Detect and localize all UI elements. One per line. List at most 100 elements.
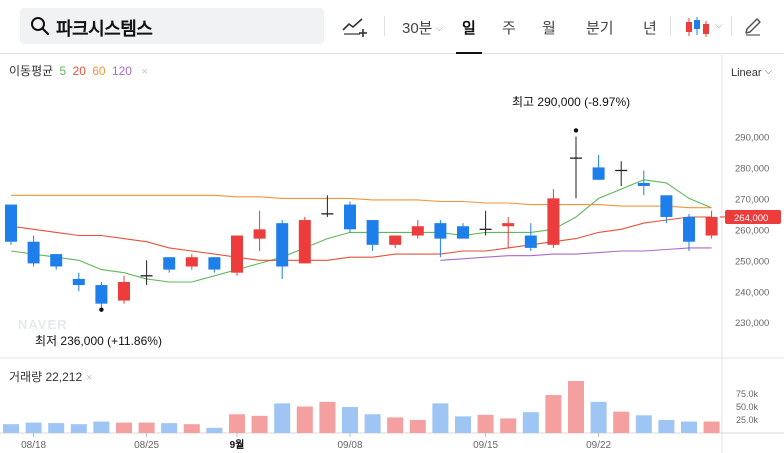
price-tick-label: 240,000 (735, 287, 769, 298)
active-tab-indicator (456, 52, 482, 54)
date-tick-label: 09/22 (586, 440, 611, 451)
candle[interactable] (479, 210, 492, 236)
date-tick-label: 09/08 (337, 440, 362, 451)
candle-body (592, 167, 605, 180)
candle-body (163, 257, 176, 270)
candle[interactable] (118, 275, 130, 304)
volume-bar (48, 423, 65, 433)
volume-bar (161, 423, 178, 433)
price-tick-label: 230,000 (735, 318, 769, 329)
period-tab-label: 일 (462, 20, 476, 37)
candle[interactable] (547, 189, 560, 248)
candle-body (298, 220, 311, 264)
volume-bar (387, 417, 404, 433)
candle[interactable] (660, 195, 673, 224)
chevron-down-icon[interactable]: ⌵ (715, 20, 723, 31)
volume-legend: 거래량 22,212 × (9, 368, 93, 385)
date-tick-label: 08/25 (134, 440, 159, 451)
pencil-icon[interactable] (743, 16, 763, 36)
candle[interactable] (321, 195, 334, 217)
compare-chart-icon[interactable] (340, 14, 368, 38)
search-icon[interactable] (30, 16, 50, 36)
candle-body (502, 223, 515, 227)
candle[interactable] (185, 254, 198, 270)
candle[interactable] (163, 257, 176, 273)
chart-type-candle-icon[interactable] (684, 15, 710, 39)
volume-bar (635, 415, 652, 433)
candle-body (208, 257, 221, 270)
candle-body (72, 278, 85, 286)
volume-bar (229, 414, 245, 433)
price-tick-label: 270,000 (735, 194, 769, 205)
candle[interactable] (27, 235, 40, 267)
date-tick-label: 08/18 (21, 440, 46, 451)
ma-legend-120[interactable]: 120 (111, 64, 132, 78)
candle[interactable] (366, 220, 379, 252)
period-tab-quarter[interactable]: 분기 (586, 17, 614, 38)
volume-bar (93, 421, 110, 433)
period-tab-day[interactable]: 일 (462, 17, 476, 38)
period-tab-week[interactable]: 주 (502, 17, 516, 38)
close-icon[interactable]: × (86, 372, 93, 384)
candle-body (389, 235, 402, 245)
ma-legend-60[interactable]: 60 (92, 64, 106, 78)
period-tab-30min[interactable]: 30분 ⌵ (402, 17, 443, 38)
candle[interactable] (592, 155, 605, 180)
candle[interactable] (50, 254, 63, 270)
candle[interactable] (434, 220, 447, 258)
volume-bar (455, 416, 471, 433)
date-axis: 08/18 08/25 9월 09/08 09/15 09/22 (21, 433, 612, 451)
stock-search-box[interactable]: 파크시스템스 (20, 8, 324, 44)
search-query[interactable]: 파크시스템스 (56, 19, 153, 39)
candle-body (231, 235, 243, 273)
candle[interactable] (253, 210, 266, 252)
toolbar-divider (384, 16, 385, 36)
candle[interactable] (615, 161, 628, 186)
chevron-down-icon: ⌵ (764, 66, 773, 77)
volume-bar (3, 424, 19, 433)
volume-bar (319, 401, 336, 433)
candle[interactable] (457, 223, 469, 239)
candle[interactable] (298, 216, 311, 264)
candle-body (344, 204, 356, 230)
price-tick-label: 260,000 (735, 225, 769, 236)
date-tick-label: 9월 (230, 439, 245, 451)
candle[interactable] (72, 272, 85, 292)
ma-legend-title: 이동평균 (9, 64, 54, 78)
candle[interactable] (231, 235, 243, 276)
candle[interactable] (411, 220, 424, 239)
candle[interactable] (208, 257, 221, 273)
close-icon[interactable]: × (141, 66, 148, 78)
period-tab-year[interactable]: 년 (643, 17, 657, 38)
candle[interactable] (570, 136, 582, 199)
candle[interactable] (276, 220, 289, 279)
volume-bar (409, 420, 426, 433)
candle[interactable] (389, 235, 402, 248)
period-tab-month[interactable]: 월 (542, 17, 556, 38)
candle[interactable] (140, 260, 153, 286)
chevron-down-icon: ⌵ (435, 23, 444, 34)
ma-legend-20[interactable]: 20 (72, 64, 86, 78)
candle[interactable] (683, 213, 695, 252)
candle[interactable] (705, 210, 718, 239)
price-chart[interactable]: 290,000 280,000 270,000 260,000 250,000 240,0… (0, 55, 784, 453)
candle-body (185, 257, 198, 267)
candle[interactable] (5, 204, 17, 245)
volume-bar (568, 381, 584, 433)
candle-body (547, 198, 560, 245)
volume-axis: 75.0k 50.0k 25.0k (736, 389, 759, 425)
volume-legend-label: 거래량 22,212 (9, 370, 83, 384)
ma-legend-5[interactable]: 5 (59, 64, 67, 78)
candle[interactable] (502, 216, 515, 248)
candle[interactable] (524, 223, 537, 252)
price-tick-label: 290,000 (735, 132, 769, 143)
candle-body (683, 216, 695, 242)
volume-bar (590, 401, 607, 433)
candle[interactable] (637, 170, 650, 196)
candle[interactable] (344, 201, 356, 233)
scale-mode-select[interactable]: Linear ⌵ (731, 66, 772, 79)
candle[interactable] (95, 281, 108, 310)
period-tab-label: 분기 (586, 20, 614, 37)
volume-bar (251, 415, 268, 433)
volume-bar (500, 418, 517, 433)
